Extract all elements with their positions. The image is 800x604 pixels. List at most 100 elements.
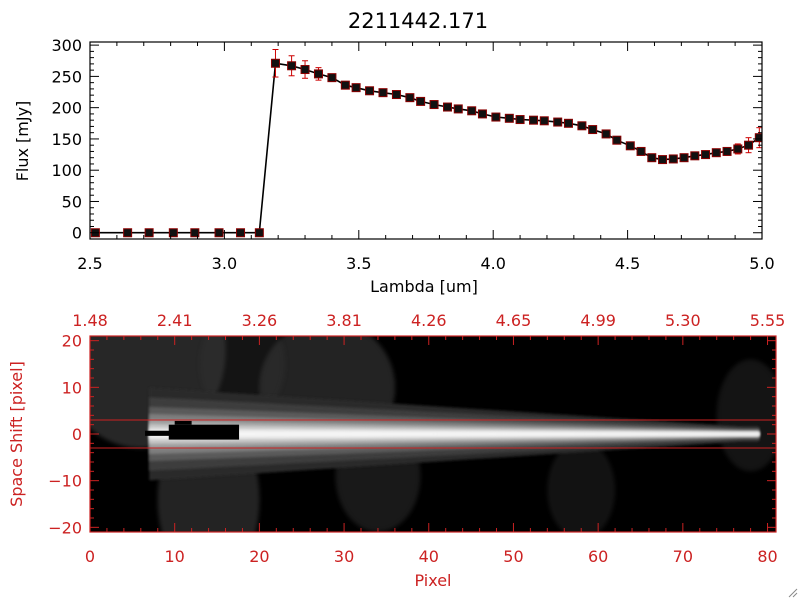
spectrum-plot-frame: [89, 41, 763, 240]
data-point: [553, 117, 563, 127]
data-point: [313, 69, 323, 79]
x-tick-label: 40: [419, 547, 439, 566]
data-point: [515, 115, 525, 125]
data-point: [690, 151, 700, 161]
chart-title: 2211442.171: [348, 9, 488, 33]
spatial-image-axes: 0 10 20 30 40 50 60 70 80 1.48 2.41 3.26 3.81 4.26 4.6…: [48, 311, 785, 566]
data-point: [214, 228, 224, 238]
data-point: [453, 104, 463, 114]
data-point: [679, 153, 689, 163]
data-point: [733, 144, 743, 154]
top-x-tick-label: 4.65: [496, 311, 532, 330]
data-point: [270, 58, 280, 68]
data-point: [701, 150, 711, 160]
image-halo: [547, 441, 616, 532]
data-point: [647, 153, 657, 163]
y-tick-label: −20: [48, 518, 82, 537]
y-tick-label: 100: [51, 161, 82, 180]
data-point: [658, 155, 668, 165]
spectrum-plot: 2211442.171 2.5 3.0 3.5 4.0 4.5 5.00501001502…: [13, 9, 775, 296]
x-tick-label: 3.5: [346, 254, 371, 273]
x-tick-label: 2.5: [77, 254, 102, 273]
y-tick-label: 50: [62, 192, 82, 211]
data-point: [612, 135, 622, 145]
data-point: [477, 109, 487, 119]
data-point: [722, 146, 732, 156]
data-point: [351, 83, 361, 93]
top-x-tick-label: 4.26: [411, 311, 447, 330]
resize-grip-icon[interactable]: [786, 586, 798, 598]
top-x-tick-label: 2.41: [157, 311, 193, 330]
data-point: [416, 96, 426, 106]
data-point: [429, 100, 439, 110]
data-point: [601, 129, 611, 139]
top-x-tick-label: 3.26: [242, 311, 278, 330]
top-x-tick-label: 5.30: [665, 311, 701, 330]
y-tick-label: 250: [51, 67, 82, 86]
x-tick-label: 50: [503, 547, 523, 566]
x-tick-label: 0: [85, 547, 95, 566]
y-tick-label: 300: [51, 36, 82, 55]
x-axis-label: Lambda [um]: [370, 277, 478, 296]
data-point: [711, 148, 721, 158]
data-point: [378, 88, 388, 98]
data-point: [744, 140, 754, 150]
data-point: [405, 93, 415, 103]
data-point: [577, 121, 587, 131]
x-tick-label: 30: [334, 547, 354, 566]
y-axis-label: Flux [mJy]: [13, 101, 32, 182]
top-x-tick-label: 1.48: [72, 311, 108, 330]
extraction-window-lines: [90, 419, 776, 449]
x-axis-label: Pixel: [414, 571, 451, 590]
data-point: [668, 154, 678, 164]
data-point: [491, 112, 501, 122]
y-tick-label: 0: [72, 425, 82, 444]
data-point: [340, 80, 350, 90]
x-tick-label: 4.0: [480, 254, 505, 273]
data-point: [236, 228, 246, 238]
data-point: [168, 228, 178, 238]
x-tick-label: 3.0: [212, 254, 237, 273]
y-tick-label: 150: [51, 130, 82, 149]
data-point: [190, 228, 200, 238]
x-tick-label: 10: [165, 547, 185, 566]
y-tick-label: 10: [62, 378, 82, 397]
spatial-image-plot: 0 10 20 30 40 50 60 70 80 1.48 2.41 3.26 3.81 4.26 4.6…: [7, 311, 785, 590]
x-tick-label: 80: [757, 547, 777, 566]
image-saturated-region: [145, 430, 171, 436]
data-point: [625, 141, 635, 151]
data-point: [365, 86, 375, 96]
spectrum-axes: 2.5 3.0 3.5 4.0 4.5 5.0 0 50 100 150 200 250 300: [51, 36, 774, 273]
series-line: [95, 62, 760, 234]
y-tick-label: 0: [72, 224, 82, 243]
data-point: [504, 113, 514, 123]
y-tick-label: 200: [51, 99, 82, 118]
top-x-tick-label: 4.99: [580, 311, 616, 330]
data-point: [327, 73, 337, 83]
x-tick-label: 5.0: [749, 254, 774, 273]
data-point: [563, 118, 573, 128]
image-saturated-region: [168, 424, 240, 440]
top-x-tick-label: 3.81: [326, 311, 362, 330]
x-tick-label: 20: [249, 547, 269, 566]
image-halo: [716, 359, 776, 472]
data-point: [123, 228, 133, 238]
data-point: [754, 133, 762, 143]
data-point: [588, 125, 598, 135]
x-tick-label: 4.5: [615, 254, 640, 273]
x-tick-label: 60: [588, 547, 608, 566]
data-point: [287, 61, 297, 71]
data-point: [144, 228, 154, 238]
data-point: [467, 106, 477, 116]
y-tick-label: −10: [48, 472, 82, 491]
y-tick-label: 20: [62, 332, 82, 351]
y-axis-label: Space Shift [pixel]: [7, 361, 26, 507]
data-point: [529, 115, 539, 125]
spectrum-marks: [90, 49, 762, 238]
data-point: [300, 65, 310, 75]
data-point: [391, 90, 401, 100]
data-point: [539, 116, 549, 126]
x-tick-label: 70: [673, 547, 693, 566]
